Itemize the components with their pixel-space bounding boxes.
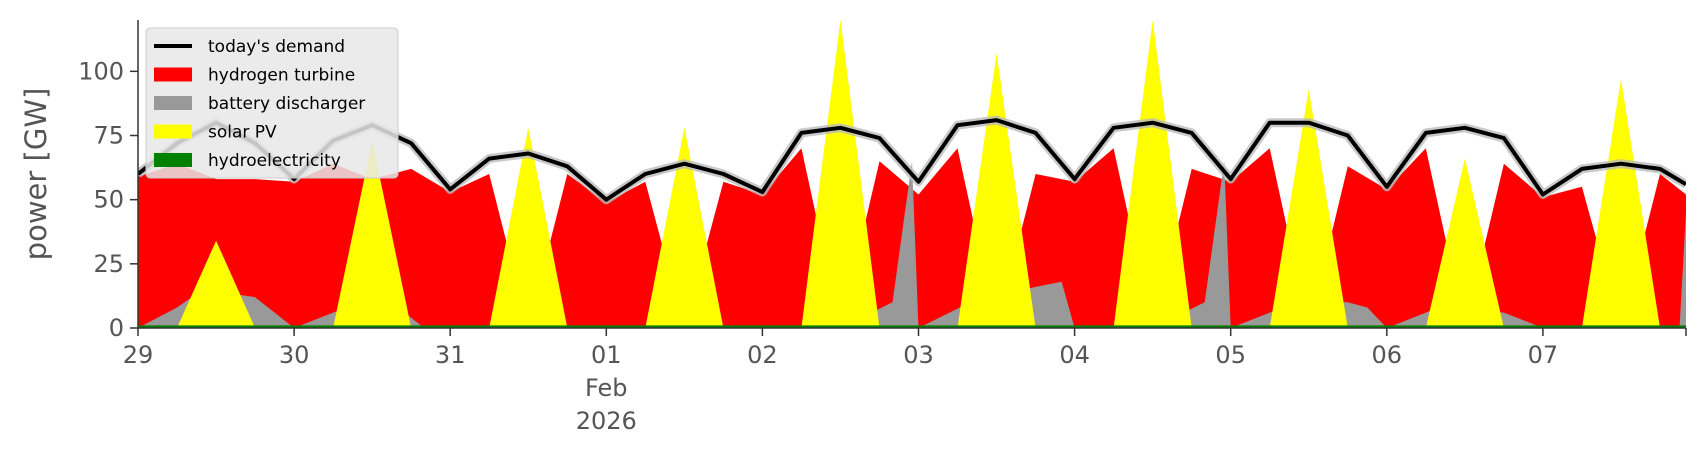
y-axis-title: power [GW] bbox=[19, 88, 53, 261]
legend: today's demand hydrogen turbine battery di… bbox=[145, 27, 399, 179]
x-tick-label: 30 bbox=[279, 341, 310, 369]
legend-label-today-s-demand: today's demand bbox=[208, 37, 345, 57]
area-battery-discharger bbox=[138, 161, 1686, 328]
legend-label-hydrogen-turbine: hydrogen turbine bbox=[208, 66, 355, 86]
legend-swatch-hydrogen-turbine bbox=[154, 67, 192, 82]
y-tick-label: 100 bbox=[78, 57, 124, 85]
x-tick-label: 31 bbox=[435, 341, 466, 369]
x-tick-label: 07 bbox=[1528, 341, 1559, 369]
legend-swatch-solar-pv bbox=[154, 124, 192, 139]
y-tick-label: 75 bbox=[93, 122, 124, 150]
x-tick-label: 05 bbox=[1215, 341, 1246, 369]
y-axis-ticks: 0 25 50 75 100 bbox=[78, 57, 138, 342]
y-tick-label: 50 bbox=[93, 186, 124, 214]
x-tick-month-label: Feb bbox=[585, 374, 628, 402]
y-tick-label: 25 bbox=[93, 250, 124, 278]
legend-label-hydroelectricity: hydroelectricity bbox=[208, 151, 341, 171]
legend-swatch-hydroelectricity bbox=[154, 153, 192, 167]
x-tick-label: 01 bbox=[591, 341, 622, 369]
legend-label-battery-discharger: battery discharger bbox=[208, 94, 365, 114]
x-tick-label: 06 bbox=[1372, 341, 1403, 369]
x-tick-label: 02 bbox=[747, 341, 778, 369]
x-tick-label: 04 bbox=[1059, 341, 1090, 369]
y-tick-label: 0 bbox=[109, 314, 124, 342]
legend-swatch-battery-discharger bbox=[154, 96, 192, 110]
area-solar-pv bbox=[177, 20, 1660, 328]
x-tick-year-label: 2026 bbox=[576, 407, 637, 435]
legend-label-solar-pv: solar PV bbox=[208, 123, 277, 143]
legend-box bbox=[145, 27, 399, 179]
x-axis-ticks: 29 30 31 01 02 03 04 05 06 07 Feb 2026 bbox=[123, 328, 1687, 435]
x-tick-label: 29 bbox=[123, 341, 154, 369]
x-tick-label: 03 bbox=[903, 341, 934, 369]
